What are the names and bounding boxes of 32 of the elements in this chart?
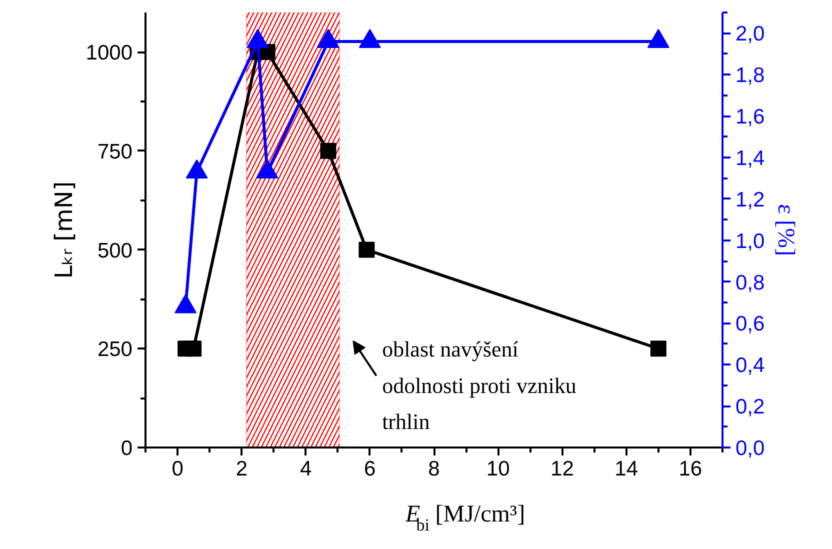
y2-tick-label: 1,4 — [736, 147, 766, 170]
x-tick-label: 10 — [486, 458, 510, 480]
point — [320, 142, 336, 159]
annotation: oblast navýšení odolnosti proti vzniku trhlin — [382, 336, 576, 434]
y-tick-label: 500 — [97, 239, 133, 262]
y2-tick-label: 0,4 — [736, 354, 766, 378]
x-tick-label: 16 — [678, 458, 702, 480]
y2-tick-label: 2,0 — [736, 22, 765, 46]
point — [650, 340, 666, 357]
y-tick-label: 1000 — [86, 42, 132, 65]
y2-tick-label: 0,2 — [736, 396, 765, 419]
y2-tick-label: 1,6 — [736, 106, 765, 129]
y2-tick-label: 1,2 — [736, 188, 765, 212]
y2-tick-label: 0,6 — [736, 312, 765, 336]
y2-tick-label: 0,0 — [736, 437, 765, 460]
y2-tick-label: 1,0 — [736, 230, 765, 253]
x-tick-label: 8 — [428, 458, 440, 480]
y2-tick-label: 0,8 — [736, 271, 765, 294]
point — [358, 242, 375, 258]
x-tick-label: 0 — [172, 458, 184, 480]
x-tick-label: 4 — [300, 458, 312, 480]
x-tick-label: 12 — [550, 458, 574, 480]
x-tick-label: 6 — [364, 458, 376, 480]
x-tick-label: 14 — [614, 458, 638, 480]
y-tick-label: 0 — [120, 437, 133, 460]
y2-axis-title: ε [%] — [772, 204, 799, 256]
point — [186, 340, 202, 357]
x-tick-label: 2 — [236, 458, 248, 480]
y2-tick-label: 1,8 — [736, 64, 765, 88]
y-axis-title: Lₖᵣ [mN] — [50, 181, 78, 279]
y-tick-label: 250 — [97, 338, 133, 362]
y-tick-label: 750 — [97, 140, 133, 164]
